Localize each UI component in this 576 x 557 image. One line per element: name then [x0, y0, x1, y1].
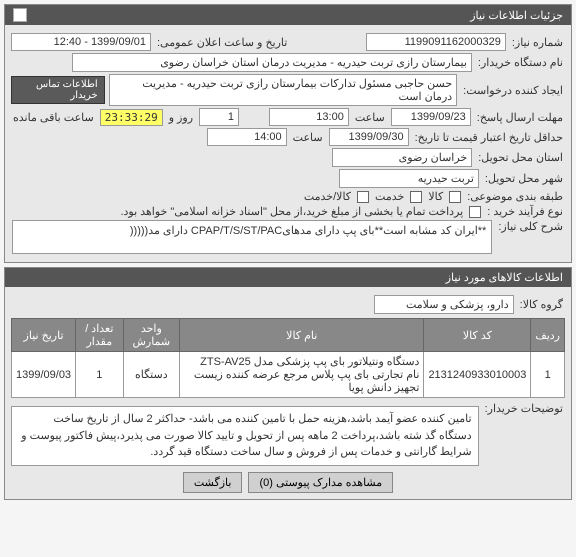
desc-label: شرح کلی نیاز: — [496, 220, 565, 233]
collapse-icon[interactable]: − — [13, 8, 27, 22]
cell-qty: 1 — [76, 352, 123, 398]
need-no-label: شماره نیاز: — [510, 36, 565, 49]
deadline-time-field: 13:00 — [269, 108, 349, 126]
validity-date-field: 1399/09/30 — [329, 128, 409, 146]
process-label: نوع فرآیند خرید : — [485, 205, 565, 218]
day-count-field: 1 — [199, 108, 239, 126]
col-date: تاریخ نیاز — [12, 319, 76, 352]
col-unit: واحد شمارش — [123, 319, 180, 352]
table-row[interactable]: 1 2131240933010003 دستگاه ونتیلاتور بای … — [12, 352, 565, 398]
view-attachments-button[interactable]: مشاهده مدارک پیوستی (0) — [248, 472, 393, 493]
col-name: نام کالا — [180, 319, 424, 352]
countdown-timer: 23:33:29 — [100, 109, 163, 126]
buyer-note: تامین کننده عضو آیمد باشد،هزینه حمل با ت… — [11, 406, 479, 466]
col-qty: تعداد / مقدار — [76, 319, 123, 352]
goods-service-checkbox[interactable] — [357, 191, 369, 203]
deadline-date-field: 1399/09/23 — [391, 108, 471, 126]
process-note: پرداخت تمام یا بخشی از مبلغ خرید،از محل … — [118, 205, 465, 218]
province-label: استان محل تحویل: — [476, 151, 565, 164]
group-field: دارو، پزشکی و سلامت — [374, 295, 514, 314]
creator-field: حسن حاجبی مسئول تدارکات بیمارستان رازی ت… — [109, 74, 457, 106]
service-checkbox[interactable] — [410, 191, 422, 203]
clock-label-1: ساعت — [353, 111, 387, 124]
col-code: کد کالا — [424, 319, 531, 352]
goods-checkbox[interactable] — [449, 191, 461, 203]
desc-field: **ایران کد مشابه است**بای پپ دارای مدهای… — [12, 220, 492, 254]
panel2-header: اطلاعات کالاهای مورد نیاز — [5, 268, 571, 287]
buyer-field: بیمارستان رازی تربت حیدریه - مدیریت درما… — [72, 53, 472, 72]
need-no-field: 1199091162000329 — [366, 33, 506, 51]
cell-date: 1399/09/03 — [12, 352, 76, 398]
goods-info-panel: اطلاعات کالاهای مورد نیاز گروه کالا: دار… — [4, 267, 572, 500]
service-chk-label: خدمت — [373, 190, 406, 203]
cell-code: 2131240933010003 — [424, 352, 531, 398]
city-field: تربت حیدریه — [339, 169, 479, 188]
city-label: شهر محل تحویل: — [483, 172, 565, 185]
contact-buyer-button[interactable]: اطلاعات تماس خریدار — [11, 76, 105, 104]
process-checkbox[interactable] — [469, 206, 481, 218]
goods-table: ردیف کد کالا نام کالا واحد شمارش تعداد /… — [11, 318, 565, 398]
cell-unit: دستگاه — [123, 352, 180, 398]
day-word: روز و — [167, 111, 195, 124]
panel-header: جزئیات اطلاعات نیاز − — [5, 5, 571, 25]
group-label: گروه کالا: — [518, 298, 565, 311]
buyer-label: نام دستگاه خریدار: — [476, 56, 565, 69]
goods-service-chk-label: کالا/خدمت — [302, 190, 353, 203]
creator-label: ایجاد کننده درخواست: — [461, 84, 565, 97]
panel2-title: اطلاعات کالاهای مورد نیاز — [446, 271, 563, 284]
clock-label-2: ساعت — [291, 131, 325, 144]
validity-time-field: 14:00 — [207, 128, 287, 146]
cell-name: دستگاه ونتیلاتور بای پپ پزشکی مدل ZTS-AV… — [180, 352, 424, 398]
col-row: ردیف — [531, 319, 565, 352]
budget-label: طبقه بندی موضوعی: — [465, 190, 565, 203]
deadline-label: مهلت ارسال پاسخ: — [475, 111, 565, 124]
validity-label: حداقل تاریخ اعتبار قیمت تا تاریخ: — [413, 131, 565, 144]
table-header-row: ردیف کد کالا نام کالا واحد شمارش تعداد /… — [12, 319, 565, 352]
province-field: خراسان رضوی — [332, 148, 472, 167]
cell-row: 1 — [531, 352, 565, 398]
need-details-panel: جزئیات اطلاعات نیاز − شماره نیاز: 119909… — [4, 4, 572, 263]
goods-chk-label: کالا — [426, 190, 445, 203]
announce-label: تاریخ و ساعت اعلان عمومی: — [155, 36, 289, 49]
remaining-label: ساعت باقی مانده — [11, 111, 96, 124]
panel-title: جزئیات اطلاعات نیاز — [470, 9, 563, 22]
back-button[interactable]: بازگشت — [183, 472, 243, 493]
note-label: توضیحات خریدار: — [483, 402, 565, 415]
announce-field: 1399/09/01 - 12:40 — [11, 33, 151, 51]
